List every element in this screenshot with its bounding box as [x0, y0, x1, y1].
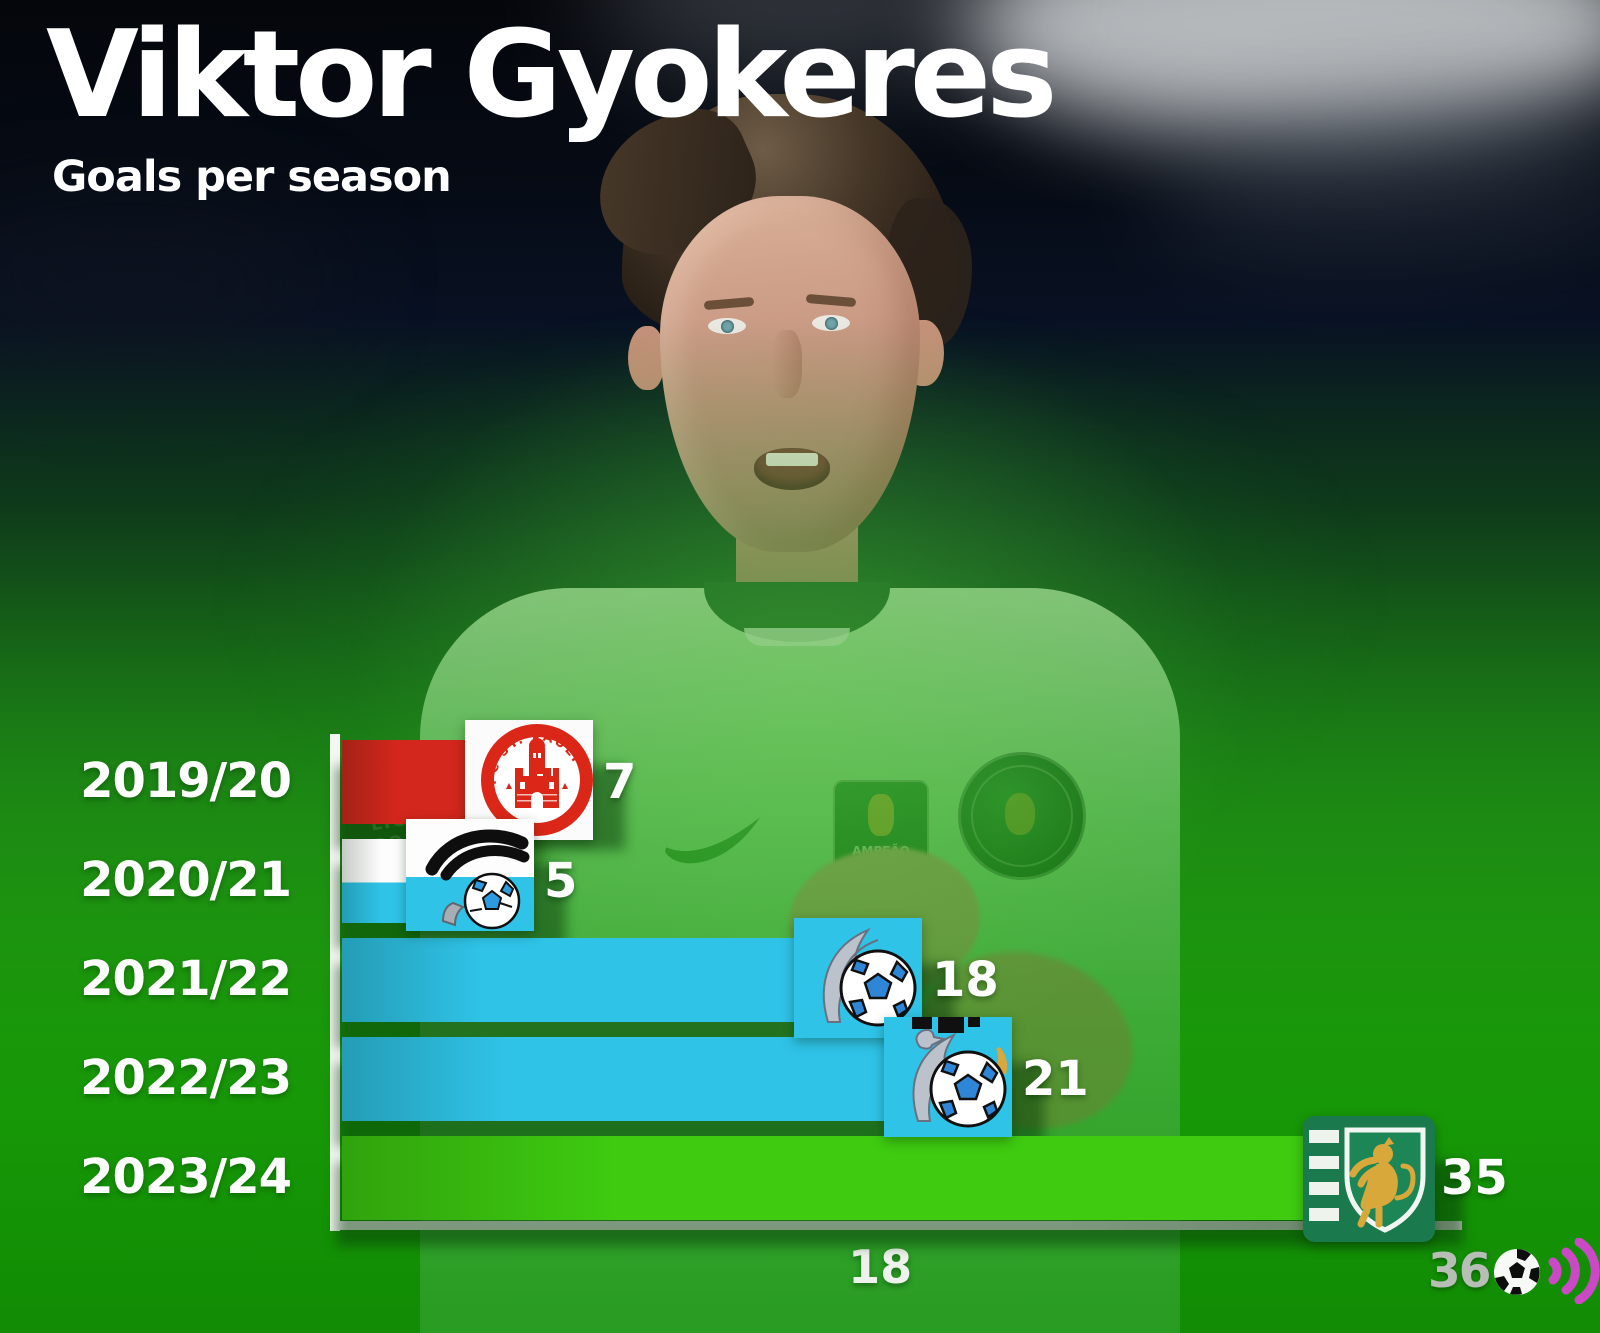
goals-bar — [342, 1136, 1389, 1220]
365scores-number: 36 — [1428, 1243, 1491, 1299]
365scores-logo: 36 — [1428, 1237, 1600, 1305]
swansea-coventry-crest-icon — [406, 819, 534, 935]
bar-row: 2021/22 18 — [0, 918, 1600, 1048]
bar-row: 2022/23 21 — [0, 1017, 1600, 1147]
goals-value-label: 21 — [1022, 1051, 1089, 1107]
goals-bar — [342, 1037, 970, 1121]
bar-row: 2020/21 5 — [0, 819, 1600, 949]
goals-value-label: 7 — [603, 754, 637, 810]
coventry-alt-crest-icon — [884, 1017, 1012, 1141]
page-title: Viktor Gyokeres — [46, 6, 1058, 145]
x-axis-tick-label: 18 — [848, 1240, 913, 1294]
football-icon — [1492, 1247, 1542, 1297]
goals-value-label: 18 — [932, 952, 999, 1008]
goals-value-label: 5 — [544, 853, 578, 909]
season-label: 2020/21 — [80, 852, 292, 908]
bar-row: 2023/24 35 — [0, 1116, 1600, 1246]
season-label: 2022/23 — [80, 1050, 292, 1106]
signal-waves-icon — [1545, 1237, 1600, 1305]
goals-value-label: 35 — [1441, 1150, 1508, 1206]
sporting-cp-crest-icon — [1303, 1116, 1435, 1246]
season-label: 2023/24 — [80, 1149, 292, 1205]
bar-shade — [342, 1136, 1389, 1220]
season-label: 2019/20 — [80, 753, 292, 809]
season-label: 2021/22 — [80, 951, 292, 1007]
bar-shade — [342, 1037, 970, 1121]
bar-row: 2019/20 FC ST. PAULI 7 — [0, 720, 1600, 850]
page-subtitle: Goals per season — [52, 152, 452, 202]
